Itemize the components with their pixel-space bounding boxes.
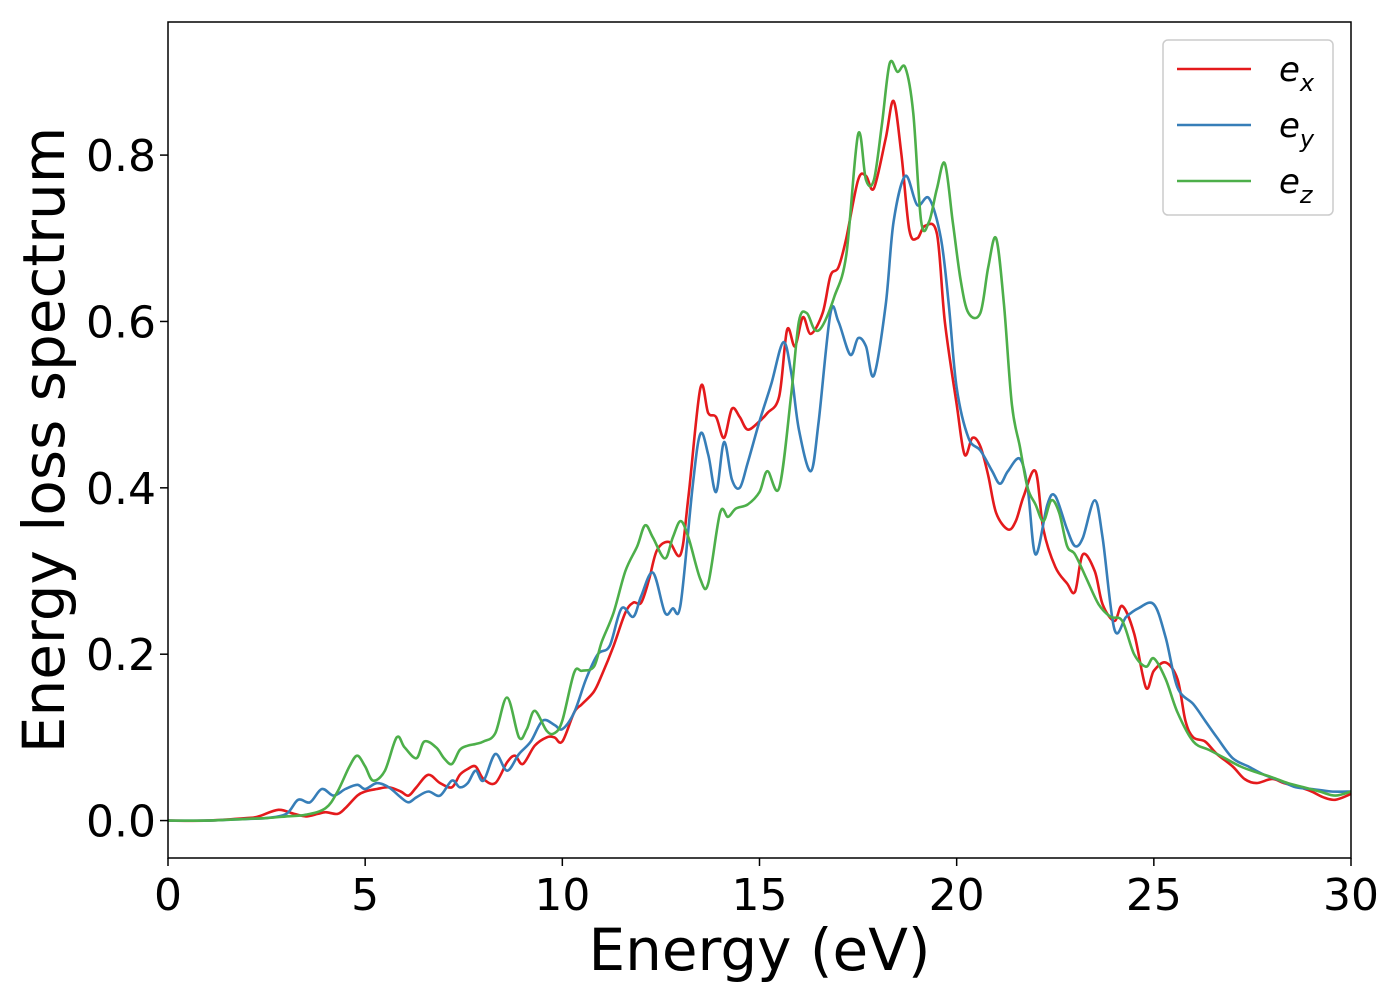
x-tick-label: 30 [1323,870,1379,921]
legend-label-subscript: x [1299,69,1315,97]
y-tick-label: 0.0 [86,797,156,848]
x-tick-label: 25 [1126,870,1182,921]
y-tick-label: 0.8 [86,131,156,182]
y-tick-label: 0.6 [86,297,156,348]
legend-label-subscript: z [1299,181,1314,209]
legend-label: ex [1279,50,1315,97]
legend-label-subscript: y [1299,125,1315,153]
series-line-z [167,59,1352,822]
x-tick-label: 20 [929,870,985,921]
legend-label: ey [1279,106,1315,153]
y-axis-title: Energy loss spectrum [10,127,78,753]
y-tick-label: 0.2 [86,630,156,681]
x-tick-label: 15 [732,870,788,921]
x-tick-label: 0 [154,870,182,921]
x-axis-title: Energy (eV) [588,916,930,984]
series-layer [167,59,1352,823]
series-line-x [167,99,1352,823]
y-tick-label: 0.4 [86,464,156,515]
x-tick-label: 5 [351,870,379,921]
x-axis: 0 5 10 15 20 25 30 [154,858,1379,921]
series-line-y [167,174,1352,822]
x-tick-label: 10 [534,870,590,921]
y-axis: 0.0 0.2 0.4 0.6 0.8 [86,131,168,848]
legend-box [1162,39,1334,216]
